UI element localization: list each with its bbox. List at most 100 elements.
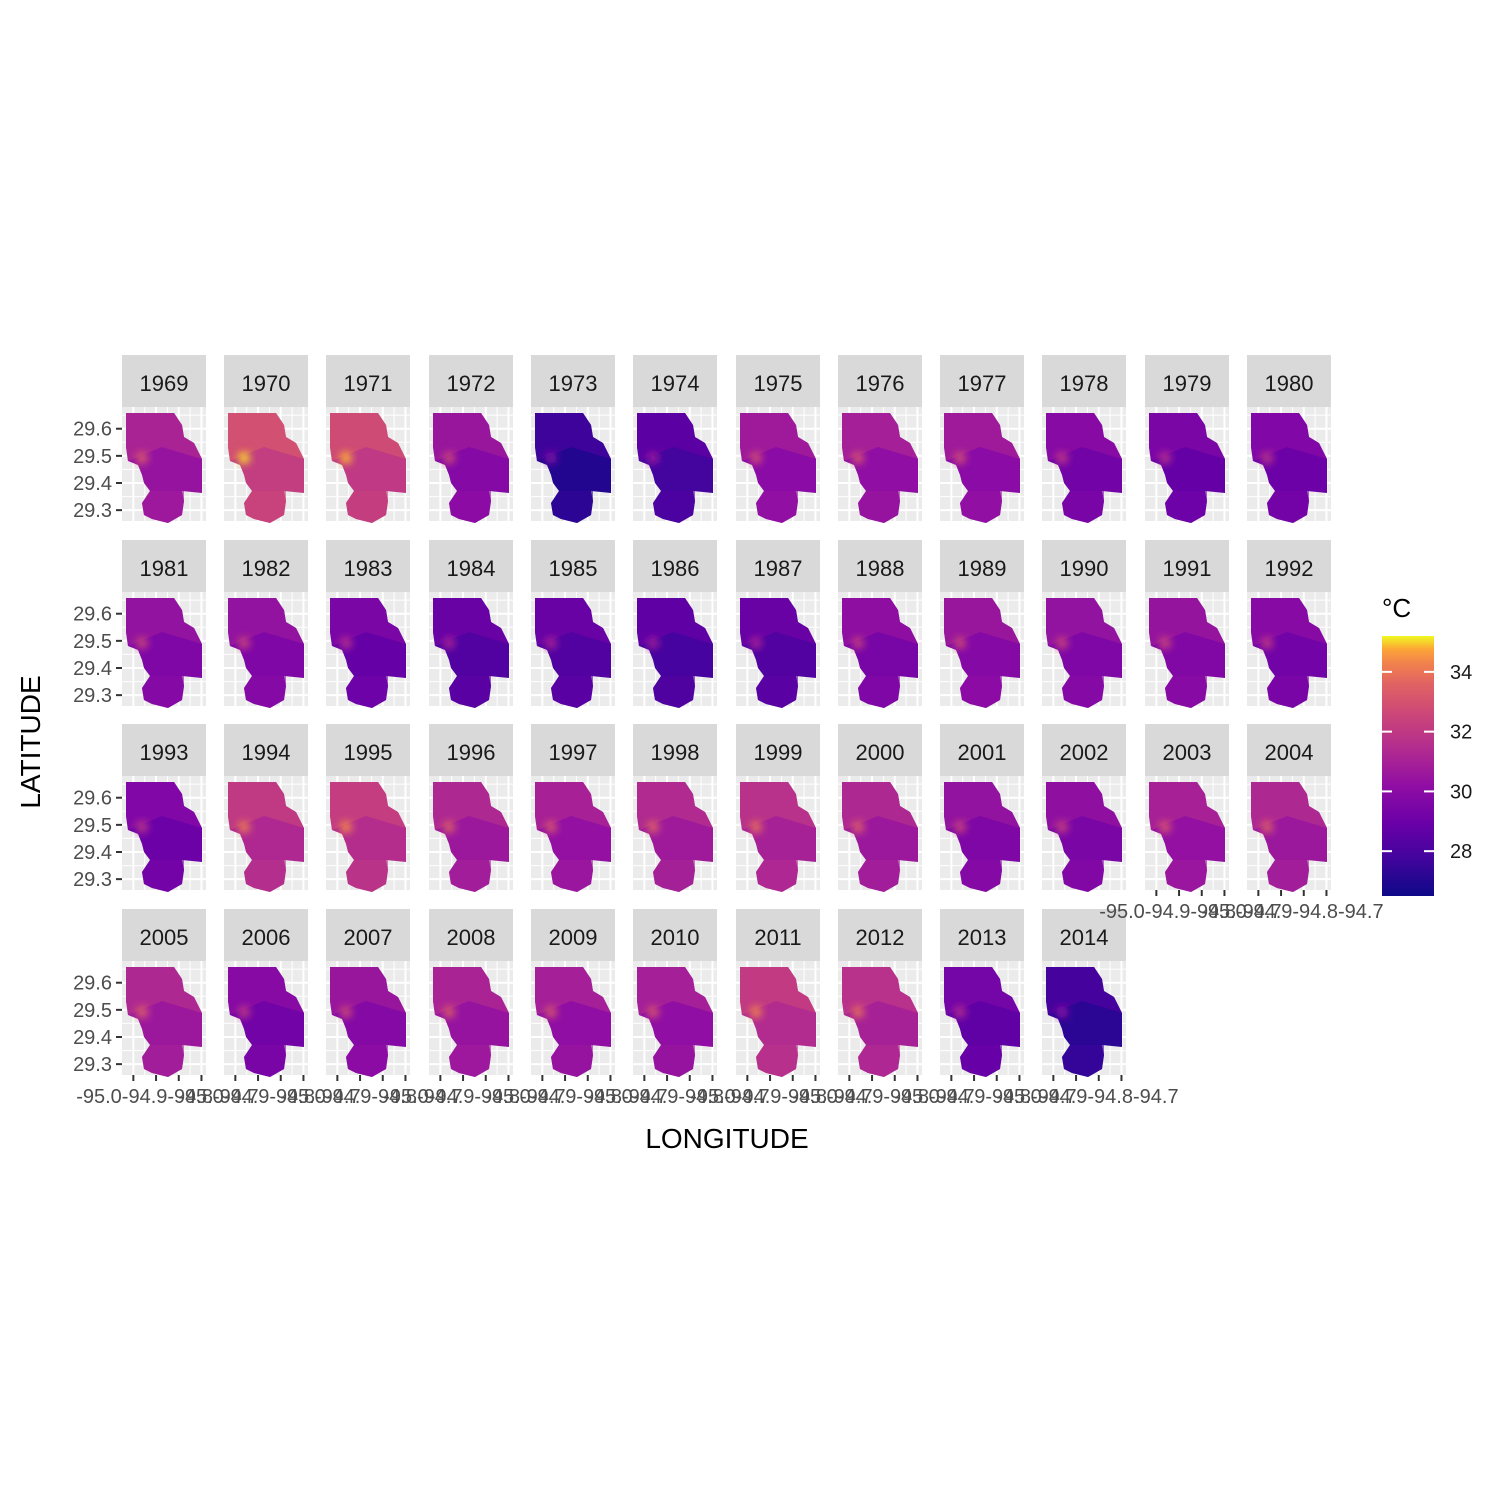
- warm-zone-nw: [842, 967, 918, 1015]
- facet-strip-label: 1990: [1060, 556, 1109, 581]
- warm-zone-nw: [126, 598, 202, 646]
- facet-strip-label: 1987: [754, 556, 803, 581]
- facet-panel-1986: 1986: [633, 540, 717, 708]
- warm-zone-nw: [944, 598, 1020, 646]
- warm-zone-nw: [1149, 598, 1225, 646]
- facet-panel-2010: 2010: [633, 909, 717, 1077]
- facet-strip: [326, 355, 410, 407]
- hotspot: [852, 452, 864, 464]
- facet-panel-2013: 2013: [940, 909, 1024, 1077]
- warm-zone-nw: [228, 413, 304, 461]
- hotspot: [1056, 821, 1068, 833]
- facet-strip: [531, 909, 615, 961]
- warm-zone-south: [1165, 860, 1207, 892]
- facet-strip-label: 1970: [242, 371, 291, 396]
- facet-strip: [1042, 724, 1126, 776]
- hotspot: [545, 637, 557, 649]
- warm-zone-nw: [1046, 413, 1122, 461]
- warm-zone-nw: [1046, 782, 1122, 830]
- warm-zone-nw: [126, 782, 202, 830]
- facet-strip: [838, 355, 922, 407]
- y-tick-label: 29.3: [73, 1054, 112, 1076]
- facet-strip-label: 1969: [140, 371, 189, 396]
- facet-strip: [1247, 540, 1331, 592]
- warm-zone-nw: [330, 782, 406, 830]
- warm-zone-nw: [535, 598, 611, 646]
- legend-tick-label: 30: [1450, 781, 1472, 803]
- warm-zone-south: [244, 860, 286, 892]
- hotspot: [340, 1006, 352, 1018]
- hotspot: [443, 1006, 455, 1018]
- warm-zone-south: [142, 491, 184, 523]
- hotspot: [136, 821, 148, 833]
- facet-strip: [940, 724, 1024, 776]
- warm-zone-nw: [126, 413, 202, 461]
- warm-zone-south: [858, 860, 900, 892]
- warm-zone-south: [756, 1045, 798, 1077]
- facet-panel-2006: 2006: [224, 909, 308, 1077]
- warm-zone-south: [551, 676, 593, 708]
- warm-zone-nw: [433, 598, 509, 646]
- warm-zone-south: [142, 860, 184, 892]
- warm-zone-nw: [330, 598, 406, 646]
- hotspot: [954, 452, 966, 464]
- hotspot: [647, 637, 659, 649]
- legend-title: °C: [1382, 593, 1411, 623]
- facet-panel-1984: 1984: [429, 540, 513, 708]
- warm-zone-south: [960, 676, 1002, 708]
- legend-tick-label: 32: [1450, 722, 1472, 744]
- facet-panel-1989: 1989: [940, 540, 1024, 708]
- facet-strip-label: 1995: [344, 740, 393, 765]
- facet-strip-label: 2010: [651, 925, 700, 950]
- facet-strip: [429, 355, 513, 407]
- warm-zone-nw: [535, 413, 611, 461]
- warm-zone-nw: [433, 967, 509, 1015]
- hotspot: [647, 1006, 659, 1018]
- hotspot: [954, 821, 966, 833]
- facet-panel-2001: 2001: [940, 724, 1024, 892]
- legend-tick-label: 28: [1450, 841, 1472, 863]
- facet-strip: [633, 540, 717, 592]
- facet-strip-label: 2013: [958, 925, 1007, 950]
- warm-zone-south: [960, 491, 1002, 523]
- facet-panel-1981: 1981: [122, 540, 206, 708]
- facet-panel-2002: 2002: [1042, 724, 1126, 892]
- facet-panel-1998: 1998: [633, 724, 717, 892]
- hotspot: [340, 452, 352, 464]
- warm-zone-nw: [1046, 598, 1122, 646]
- facet-strip: [122, 355, 206, 407]
- facet-grid: 1969 1970 1971 1972 1973 1974 1975 1976 1977 1978…: [122, 355, 1331, 1077]
- facet-strip-label: 2005: [140, 925, 189, 950]
- x-tick-label: -95.0-94.9-94.8-94.7: [792, 1086, 974, 1108]
- facet-strip: [633, 355, 717, 407]
- warm-zone-nw: [1149, 413, 1225, 461]
- x-tick-label: -95.0-94.9-94.8-94.7: [178, 1086, 360, 1108]
- x-tick-label: -95.0-94.9-94.8-94.7: [280, 1086, 462, 1108]
- hotspot: [647, 452, 659, 464]
- warm-zone-south: [551, 860, 593, 892]
- warm-zone-south: [960, 860, 1002, 892]
- warm-zone-nw: [842, 598, 918, 646]
- hotspot: [1056, 452, 1068, 464]
- facet-panel-2007: 2007: [326, 909, 410, 1077]
- y-tick-label: 29.6: [73, 973, 112, 995]
- x-tick-label: -95.0-94.9-94.8-94.7: [383, 1086, 565, 1108]
- facet-panel-2012: 2012: [838, 909, 922, 1077]
- warm-zone-south: [449, 491, 491, 523]
- facet-strip-label: 1997: [549, 740, 598, 765]
- warm-zone-south: [756, 491, 798, 523]
- y-tick-label: 29.3: [73, 500, 112, 522]
- warm-zone-south: [653, 1045, 695, 1077]
- facet-strip: [224, 355, 308, 407]
- facet-strip: [122, 540, 206, 592]
- facet-panel-1988: 1988: [838, 540, 922, 708]
- facet-panel-1999: 1999: [736, 724, 820, 892]
- colorbar-legend: °C 34 32 30 28: [1382, 593, 1472, 896]
- facet-strip-label: 1984: [447, 556, 496, 581]
- y-tick-label: 29.5: [73, 446, 112, 468]
- facet-strip-label: 1971: [344, 371, 393, 396]
- warm-zone-south: [653, 676, 695, 708]
- warm-zone-nw: [740, 598, 816, 646]
- y-tick-label: 29.5: [73, 1000, 112, 1022]
- hotspot: [1056, 637, 1068, 649]
